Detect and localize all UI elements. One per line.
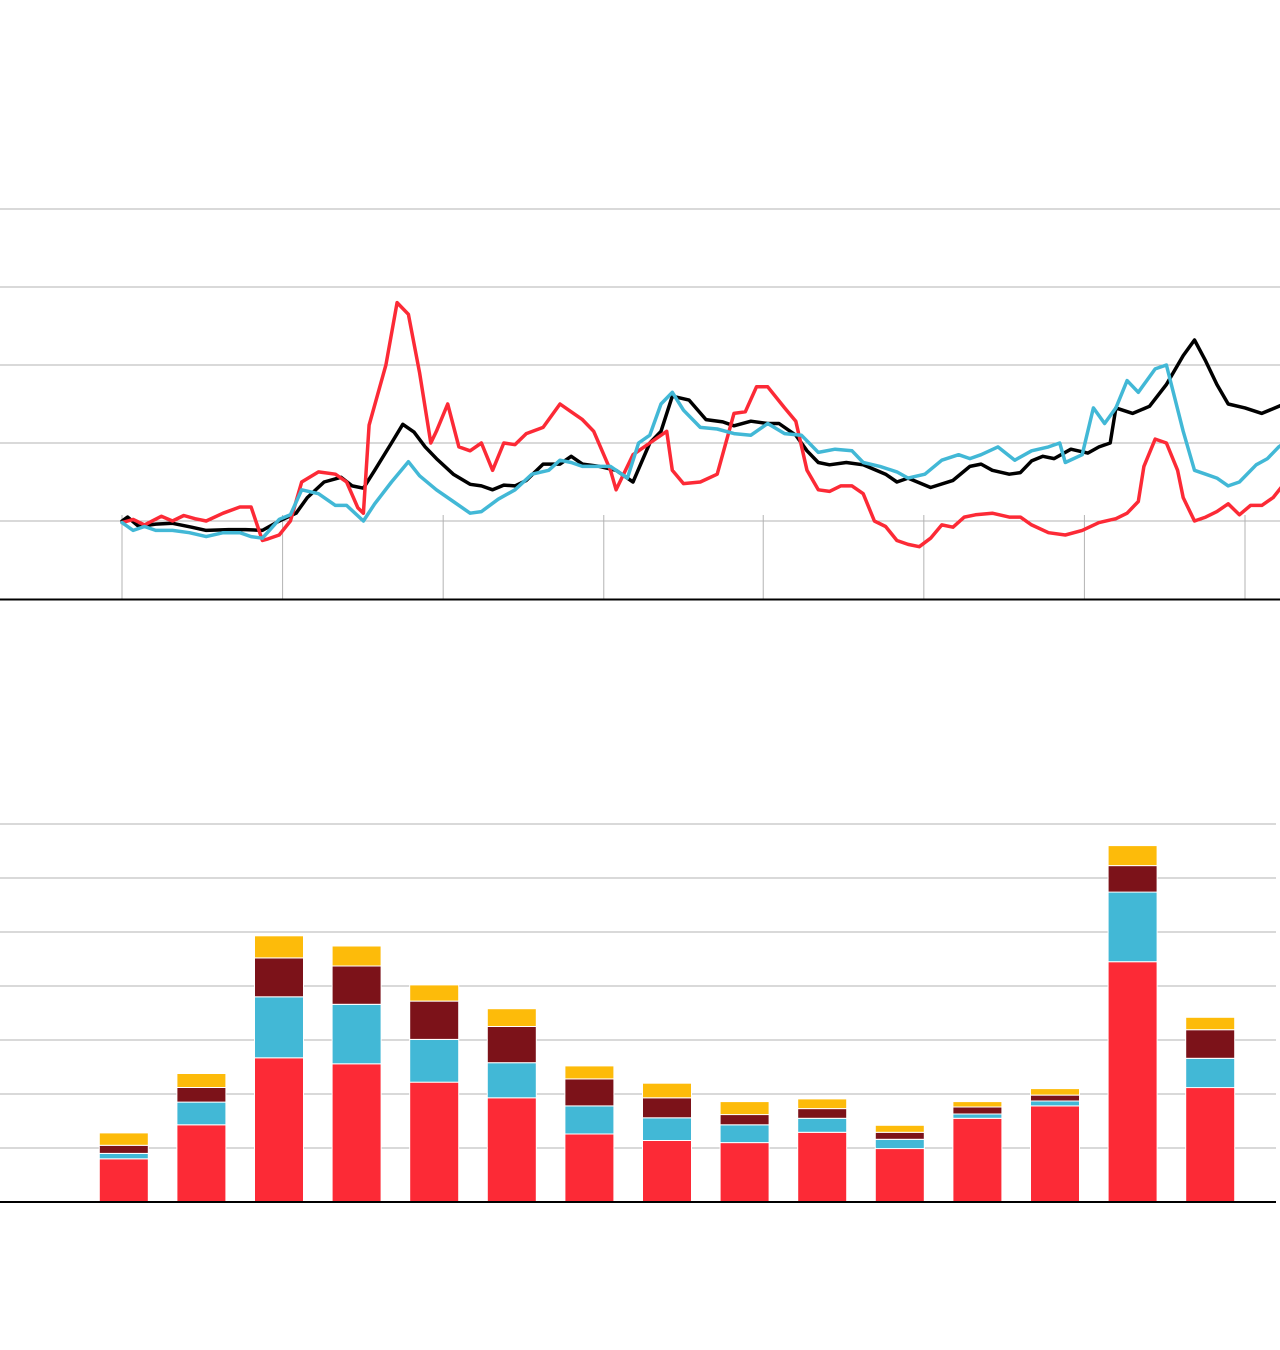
bar-segment-red-series <box>874 1148 925 1203</box>
bar-segment-dark-red-segment <box>952 1106 1003 1115</box>
bar-segment-red-series <box>1030 1105 1080 1203</box>
bar-segment-red-series <box>486 1097 537 1203</box>
bar-segment-red-series <box>1185 1087 1236 1203</box>
bar-segment-yellow-segment <box>254 935 304 959</box>
bar-segment-red-series <box>176 1124 227 1203</box>
bar-segment-yellow-segment <box>719 1101 770 1116</box>
line-series-red-series <box>120 300 1280 549</box>
line-series-black-series <box>120 338 1280 533</box>
bar-segment-blue-series <box>874 1138 925 1150</box>
line-chart-vertical-gridlines <box>121 515 1246 599</box>
bar-segment-dark-red-segment <box>874 1131 925 1140</box>
line-chart <box>0 208 1280 601</box>
bar-segment-dark-red-segment <box>331 965 382 1005</box>
bar-segment-red-series <box>564 1133 615 1203</box>
bar-segment-blue-series <box>564 1105 615 1135</box>
bar-segment-blue-series <box>486 1062 537 1099</box>
bar-segment-yellow-segment <box>874 1124 925 1133</box>
bar-segment-dark-red-segment <box>642 1097 692 1119</box>
bar-segment-blue-series <box>642 1117 692 1141</box>
bar-segment-blue-series <box>797 1117 848 1133</box>
bar-segment-dark-red-segment <box>486 1026 537 1064</box>
bar-segment-yellow-segment <box>952 1101 1003 1108</box>
bar-segment-blue-series <box>719 1124 770 1144</box>
bar-segment-dark-red-segment <box>409 1000 460 1040</box>
bar-segment-red-series <box>254 1057 304 1203</box>
bar-segment-red-series <box>409 1081 460 1203</box>
line-chart-series-group <box>120 300 1280 549</box>
bar-segment-yellow-segment <box>1107 845 1158 867</box>
bar-segment-yellow-segment <box>1030 1088 1080 1096</box>
bar-segment-blue-series <box>98 1152 149 1160</box>
bar-segment-dark-red-segment <box>98 1144 149 1154</box>
stacked-bar-chart <box>0 823 1276 1203</box>
bar-segment-yellow-segment <box>331 945 382 967</box>
bar-segment-dark-red-segment <box>719 1114 770 1126</box>
bar-segment-yellow-segment <box>176 1073 227 1088</box>
bar-segment-blue-series <box>1185 1057 1236 1089</box>
bar-segment-dark-red-segment <box>176 1087 227 1103</box>
bar-segment-blue-series <box>254 996 304 1059</box>
bar-segment-dark-red-segment <box>254 957 304 998</box>
bar-segment-red-series <box>331 1063 382 1203</box>
bar-segment-yellow-segment <box>1185 1016 1236 1031</box>
bar-segment-red-series <box>797 1131 848 1203</box>
bar-segment-yellow-segment <box>98 1132 149 1146</box>
line-series-blue-series <box>120 363 1280 540</box>
bar-segment-yellow-segment <box>486 1008 537 1027</box>
bar-segment-yellow-segment <box>564 1065 615 1080</box>
line-chart-horizontal-gridlines <box>0 208 1280 522</box>
bar-segment-yellow-segment <box>642 1082 692 1099</box>
bar-segment-dark-red-segment <box>1185 1029 1236 1059</box>
bar-segment-dark-red-segment <box>564 1078 615 1107</box>
bar-segment-yellow-segment <box>409 984 460 1002</box>
bar-chart-stacks-group <box>98 845 1236 1203</box>
bar-segment-red-series <box>952 1117 1003 1203</box>
bar-segment-blue-series <box>952 1113 1003 1119</box>
bar-segment-blue-series <box>176 1101 227 1126</box>
bar-segment-red-series <box>719 1142 770 1203</box>
bar-segment-dark-red-segment <box>1107 865 1158 893</box>
bar-segment-blue-series <box>331 1003 382 1065</box>
bar-segment-dark-red-segment <box>1030 1094 1080 1102</box>
bar-segment-blue-series <box>409 1039 460 1083</box>
bar-segment-red-series <box>642 1139 692 1203</box>
bar-segment-yellow-segment <box>797 1098 848 1110</box>
bar-segment-blue-series <box>1030 1100 1080 1107</box>
bar-segment-red-series <box>98 1158 149 1203</box>
bar-segment-blue-series <box>1107 891 1158 963</box>
bar-segment-red-series <box>1107 961 1158 1203</box>
bar-segment-dark-red-segment <box>797 1108 848 1119</box>
